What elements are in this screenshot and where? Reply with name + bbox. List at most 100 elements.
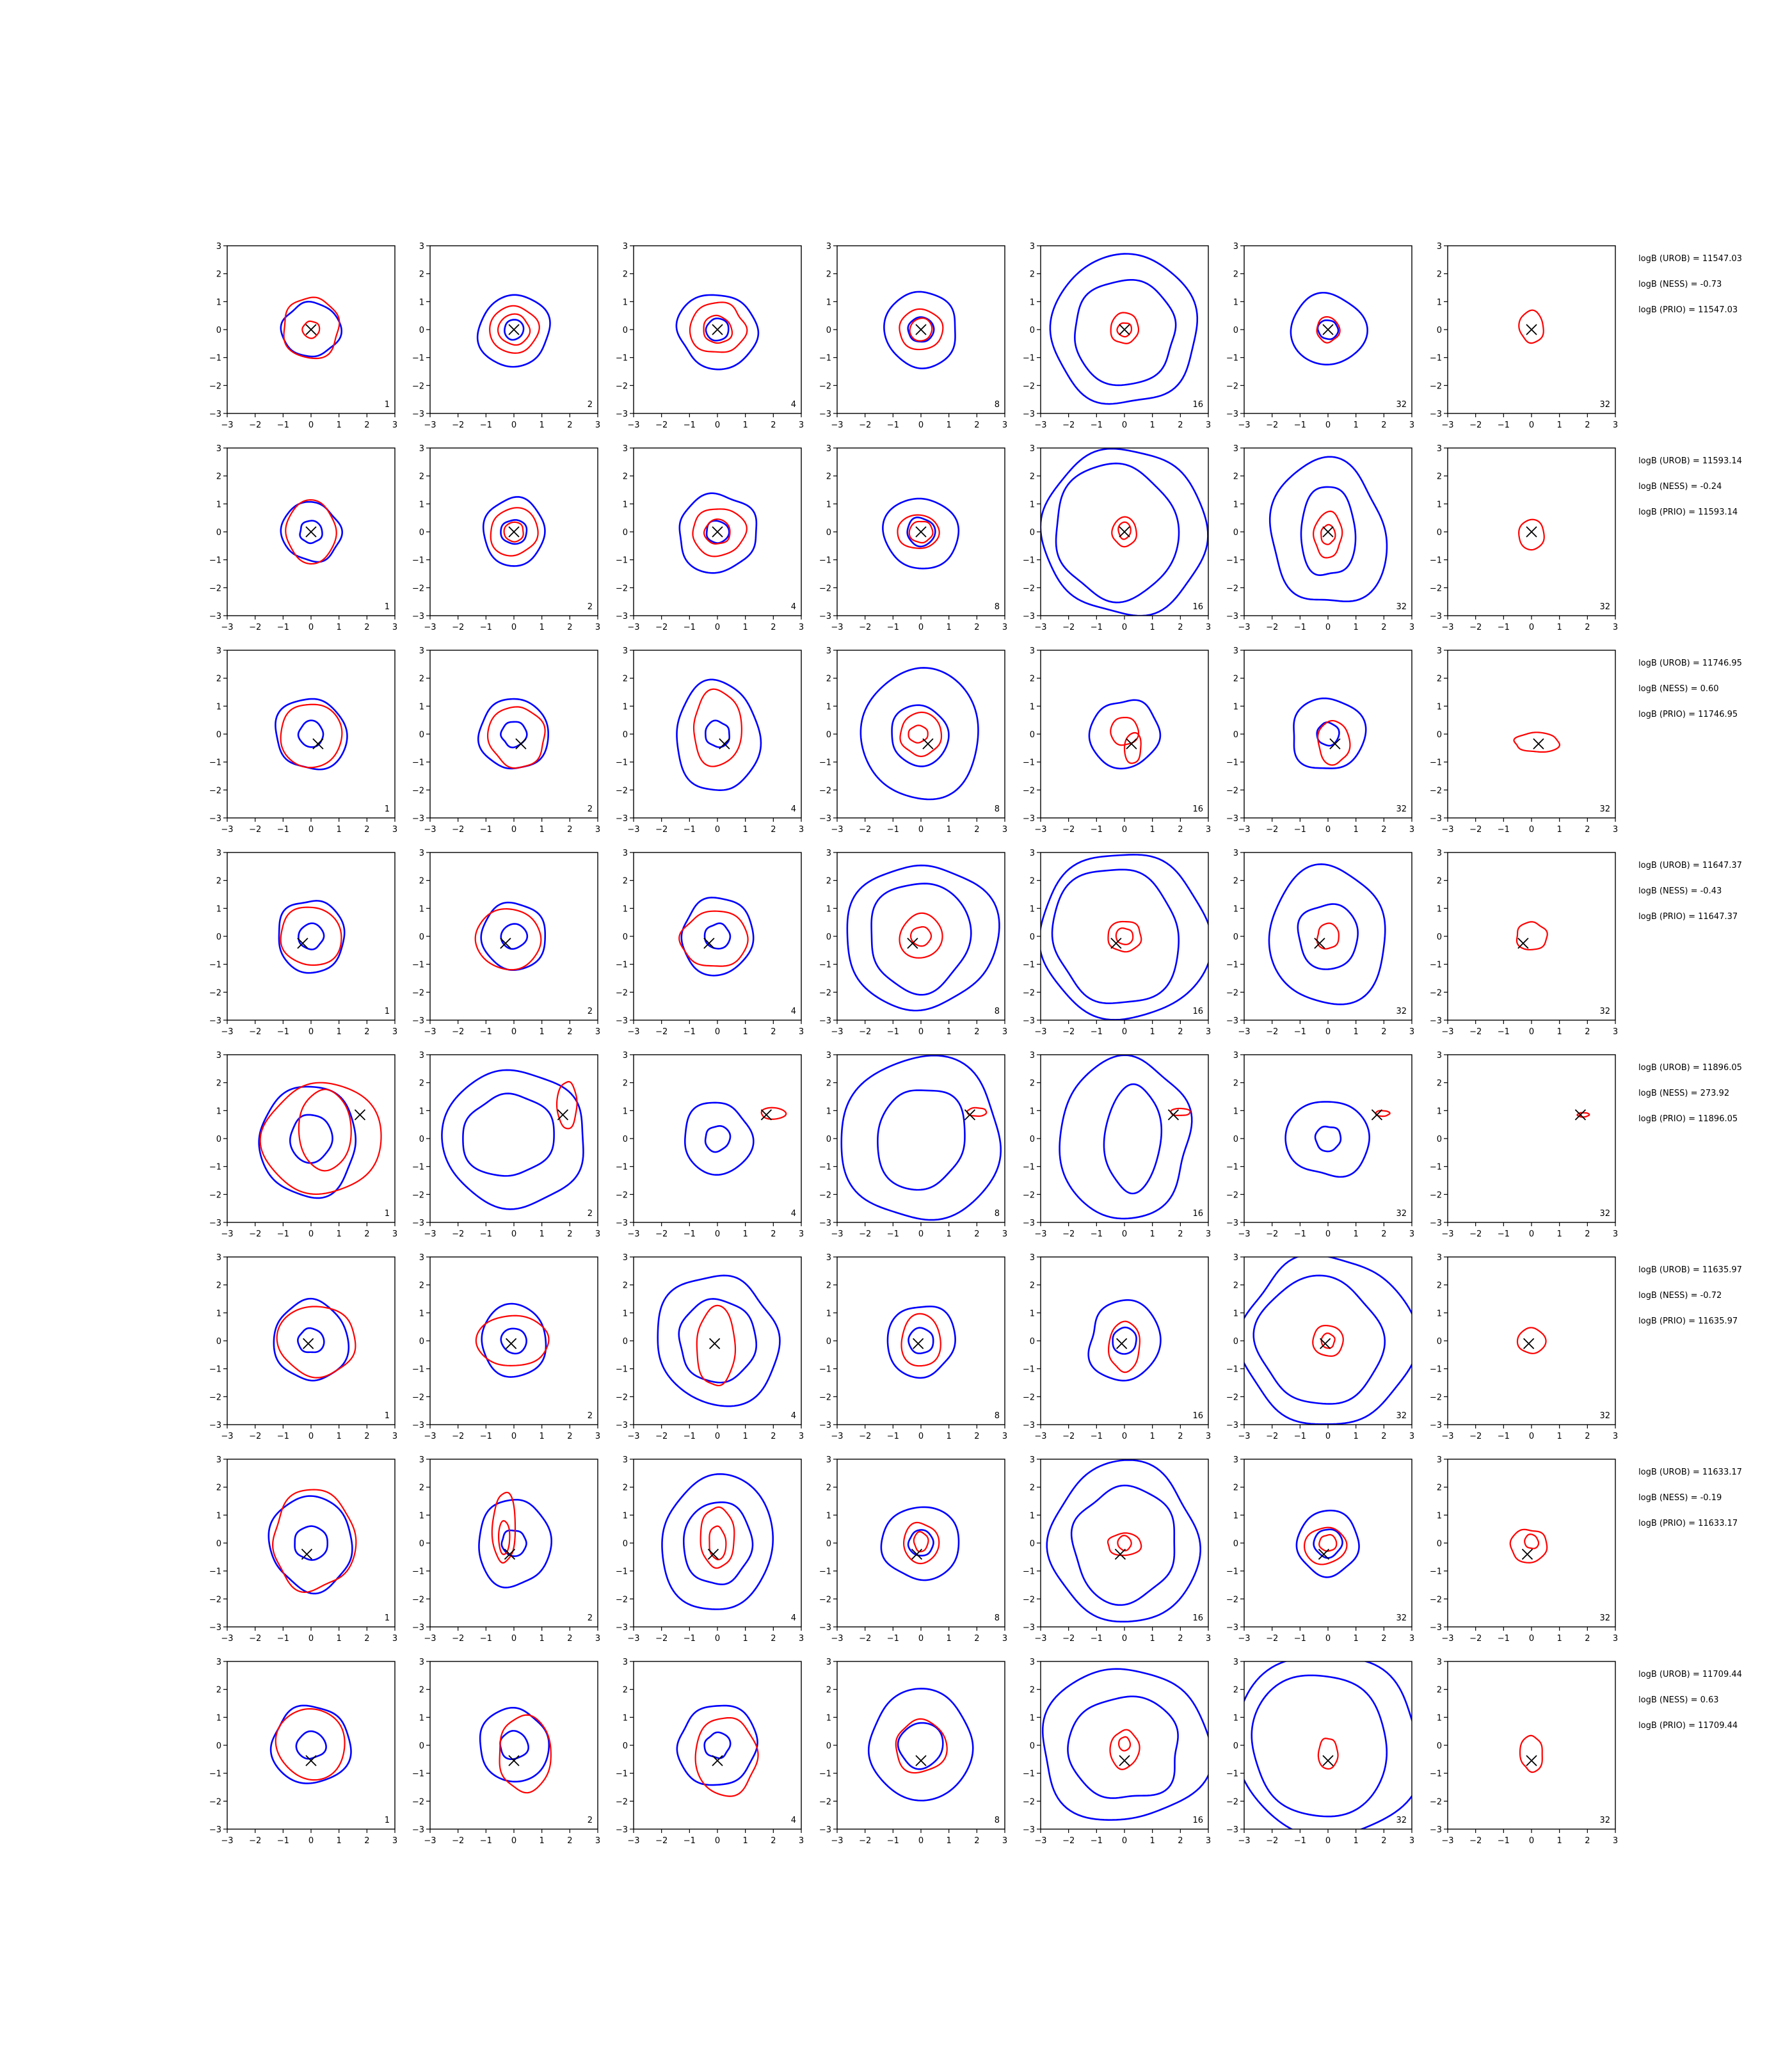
true-parameter-marker [1119, 1755, 1130, 1766]
red-contour [486, 706, 546, 769]
x-tick-label: 1 [947, 1027, 952, 1037]
x-tick-label: 3 [1206, 1634, 1211, 1644]
x-tick-label: −2 [1266, 1836, 1278, 1846]
x-tick-label: 1 [1150, 1634, 1155, 1644]
x-tick-label: −1 [1294, 1432, 1306, 1441]
x-tick-label: −3 [1034, 1634, 1046, 1644]
x-tick-label: 2 [974, 1229, 979, 1239]
x-tick-label: −2 [1062, 1229, 1075, 1239]
y-tick-label: 3 [216, 1051, 221, 1060]
y-tick-label: 1 [419, 298, 424, 307]
blue-contour [882, 497, 960, 570]
x-tick-label: −3 [424, 1634, 436, 1644]
y-tick-label: −2 [819, 1595, 831, 1604]
panel-corner-label: 1 [385, 1816, 390, 1825]
x-tick-label: 3 [1206, 825, 1211, 835]
x-tick-label: −3 [831, 1634, 843, 1644]
y-tick-label: 1 [826, 1309, 831, 1318]
y-tick-label: −2 [412, 1595, 424, 1604]
plot-area [1041, 854, 1208, 1020]
x-tick-label: 2 [974, 1027, 979, 1037]
x-tick-label: −2 [1266, 1229, 1278, 1239]
red-contour [903, 1521, 940, 1565]
blue-contour [479, 1706, 550, 1783]
x-tick-label: 0 [1529, 623, 1534, 632]
y-tick-label: −3 [209, 1219, 221, 1228]
y-tick-label: −2 [819, 1797, 831, 1807]
y-tick-label: −3 [1430, 1219, 1442, 1228]
x-tick-label: 0 [1122, 623, 1127, 632]
blue-contour [682, 1501, 754, 1585]
x-tick-label: 1 [337, 825, 342, 835]
y-tick-label: −3 [616, 1219, 628, 1228]
y-tick-label: −1 [819, 1365, 831, 1375]
blue-contour [500, 519, 528, 545]
x-tick-label: −1 [1498, 1634, 1510, 1644]
panel-r2-c4: −3−3 −2 −2 −1 −1 0 0 1 1 2 2 3 3 8 [819, 444, 1007, 632]
true-parameter-marker [557, 1109, 569, 1121]
y-tick-label: 3 [1030, 646, 1035, 656]
y-tick-label: −3 [819, 1219, 831, 1228]
x-tick-label: 0 [511, 623, 516, 632]
x-tick-label: 1 [337, 623, 342, 632]
x-tick-label: −2 [249, 1836, 261, 1846]
y-tick-label: 3 [1233, 444, 1238, 454]
x-tick-label: −2 [655, 420, 668, 430]
y-tick-label: −2 [1023, 786, 1035, 796]
x-tick-label: 2 [567, 1432, 572, 1441]
panel-r6-c1: −3−3 −2 −2 −1 −1 0 0 1 1 2 2 3 3 1 [209, 1253, 397, 1441]
x-tick-label: 3 [1613, 1027, 1618, 1037]
panel-corner-label: 2 [588, 804, 593, 814]
x-tick-label: 1 [1354, 1432, 1359, 1441]
y-tick-label: 3 [826, 444, 831, 454]
x-tick-label: −3 [221, 420, 233, 430]
x-tick-label: 3 [799, 1432, 804, 1441]
y-tick-label: 0 [419, 1539, 424, 1549]
panel-r7-c3: −3−3 −2 −2 −1 −1 0 0 1 1 2 2 3 3 4 [616, 1455, 804, 1644]
plot-area [1046, 1459, 1201, 1623]
x-tick-label: 2 [364, 1432, 369, 1441]
y-tick-label: 2 [216, 1686, 221, 1695]
y-tick-label: 3 [216, 849, 221, 858]
x-tick-label: 1 [1354, 623, 1359, 632]
red-contour [499, 1714, 552, 1794]
red-contour [909, 317, 933, 342]
y-tick-label: −2 [209, 1190, 221, 1200]
blue-contour [298, 922, 325, 950]
row-3-annotation: logB (UROB) = 11746.95 logB (NESS) = 0.60… [1638, 659, 1742, 719]
x-tick-label: −1 [480, 1027, 492, 1037]
row-5-annotation: logB (UROB) = 11896.05 logB (NESS) = 273.… [1638, 1063, 1742, 1124]
panel-r8-c2: −3−3 −2 −2 −1 −1 0 0 1 1 2 2 3 3 2 [412, 1658, 600, 1846]
row-8-annotation: logB (UROB) = 11709.44 logB (NESS) = 0.63… [1638, 1670, 1742, 1731]
x-tick-label: 2 [771, 825, 776, 835]
x-tick-label: 2 [364, 1027, 369, 1037]
x-tick-label: 2 [1178, 1027, 1183, 1037]
blue-contour [278, 900, 346, 974]
x-tick-label: −1 [277, 1836, 289, 1846]
x-tick-label: 0 [1529, 420, 1534, 430]
x-tick-label: 2 [567, 1634, 572, 1644]
panel-corner-label: 2 [588, 602, 593, 612]
panel-r2-c1: −3−3 −2 −2 −1 −1 0 0 1 1 2 2 3 3 1 [209, 444, 397, 632]
x-tick-label: 3 [1206, 1229, 1211, 1239]
y-tick-label: −1 [1023, 1770, 1035, 1779]
true-parameter-marker [1322, 1755, 1334, 1766]
y-tick-label: −2 [1023, 1393, 1035, 1402]
red-contour [694, 1716, 759, 1797]
y-tick-label: −1 [209, 1567, 221, 1577]
panel-r7-c4: −3−3 −2 −2 −1 −1 0 0 1 1 2 2 3 3 8 [819, 1455, 1007, 1644]
y-tick-label: −1 [412, 556, 424, 566]
x-tick-label: −1 [684, 1634, 696, 1644]
y-tick-label: −3 [412, 1219, 424, 1228]
plot-area [883, 291, 956, 369]
red-contour [1518, 518, 1545, 551]
plot-area [1088, 699, 1162, 770]
panel-corner-label: 4 [791, 602, 796, 612]
blue-contour [289, 1114, 333, 1164]
y-tick-label: 0 [1437, 730, 1442, 740]
x-tick-label: 1 [1557, 623, 1562, 632]
x-tick-label: 0 [511, 825, 516, 835]
panel-corner-label: 32 [1599, 1816, 1610, 1825]
